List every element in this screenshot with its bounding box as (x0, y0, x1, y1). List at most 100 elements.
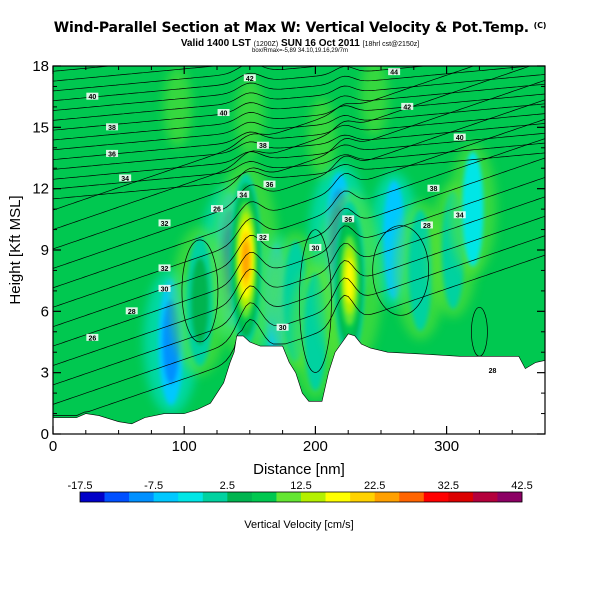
contour-label: 30 (161, 286, 169, 293)
isentrope-line (53, 66, 532, 230)
contour-label-bg (453, 211, 466, 219)
colorbar-frame (79, 491, 523, 503)
colorbar-swatch (80, 492, 105, 502)
contour-label-bg (158, 264, 171, 272)
contour-label-bg (256, 141, 269, 149)
contour-label: 40 (456, 135, 464, 142)
contour-labels: 40 42 44 38 40 42 36 38 40 34 36 38 34 36 32 34 32 30 32 30… (86, 68, 499, 375)
contour-label-bg (106, 123, 119, 131)
contour-label: 32 (161, 266, 169, 273)
contour-label: 42 (403, 104, 411, 111)
y-tick-label: 18 (32, 58, 49, 75)
contour-label-bg (342, 215, 355, 223)
isentrope-line (53, 83, 545, 131)
contour-label-bg (106, 149, 119, 157)
contour-label: 28 (423, 223, 431, 230)
contour-label: 38 (108, 125, 116, 132)
chart-title: Wind-Parallel Section at Max W: Vertical… (0, 20, 600, 36)
isentrope-line (53, 113, 545, 160)
contour-label-bg (243, 74, 256, 82)
colorbar-swatch (350, 492, 375, 502)
colorbar-swatch (227, 492, 253, 502)
y-tick-label: 12 (32, 181, 49, 198)
colorbar-swatch (448, 492, 474, 502)
contour-label: 34 (456, 213, 464, 220)
y-tick-label: 6 (41, 303, 49, 320)
upper-level-band (235, 77, 264, 158)
colorbar-swatch (374, 492, 400, 502)
contour-label: 38 (259, 143, 267, 150)
colorbar-tick-label: 42.5 (511, 480, 532, 492)
isentrope-line (53, 79, 545, 250)
contour-label: 28 (128, 309, 136, 316)
isentrope-line (53, 152, 545, 200)
contour-label: 42 (246, 76, 254, 83)
isentrope-line (53, 66, 429, 102)
colorbar-swatch (251, 492, 277, 502)
valid-time-utc: (1200Z) (253, 41, 279, 48)
contour-label: 36 (344, 217, 352, 224)
updraft-core (462, 151, 484, 267)
contour-label: 30 (312, 245, 320, 252)
contour-label: 38 (430, 186, 438, 193)
chart-title-text: Wind-Parallel Section at Max W: Vertical… (53, 20, 529, 36)
upper-level-band (163, 66, 192, 147)
contour-label-bg (125, 307, 138, 315)
colorbar-swatch (497, 492, 523, 502)
updraft-core (191, 257, 209, 345)
contour-label-bg (401, 102, 414, 110)
isentrope-line (53, 254, 545, 416)
colorbar: -17.5 -7.5 2.5 12.5 22.5 32.5 42.5 (67, 480, 533, 503)
isentrope-line (53, 66, 534, 111)
contour-label-bg (158, 284, 171, 292)
contour-label-bg (86, 92, 99, 100)
chart-subtitle: Valid 1400 LST (1200Z) SUN 16 Oct 2011 [… (0, 38, 600, 49)
contour-label: 44 (390, 70, 398, 77)
y-tick-label: 15 (32, 119, 49, 136)
contour-label-bg (453, 133, 466, 141)
colorbar-swatch (399, 492, 425, 502)
contour-label: 40 (220, 111, 228, 118)
y-tick-label: 0 (41, 426, 49, 443)
colorbar-tick-label: -17.5 (67, 480, 92, 492)
theta-contours (53, 66, 545, 416)
colorbar-swatch (202, 492, 228, 502)
copyright-mark: (C) (533, 21, 547, 30)
updraft-core (408, 209, 433, 332)
colorbar-tick-label: -7.5 (144, 480, 163, 492)
colorbar-tick-label: 12.5 (290, 480, 311, 492)
contour-label: 34 (121, 176, 129, 183)
isentrope-line (53, 103, 545, 151)
contour-label: 26 (88, 335, 96, 342)
contour-label-bg (427, 184, 440, 192)
isentrope-line (53, 93, 545, 141)
contour-label-bg (276, 323, 289, 331)
contour-label-bg (211, 205, 223, 213)
colorbar-swatch (472, 492, 498, 502)
contour-label: 36 (108, 151, 116, 158)
contour-label-bg (420, 221, 433, 229)
closed-contour (299, 229, 332, 373)
y-axis-label: Height [Kft MSL] (7, 195, 24, 304)
contour-label: 32 (161, 221, 169, 228)
contour-label: 34 (239, 192, 247, 199)
colorbar-swatch (325, 492, 351, 502)
isentrope-line (53, 196, 545, 366)
updraft-core (242, 240, 250, 280)
x-tick-label: 100 (172, 438, 197, 455)
contour-label: 36 (266, 182, 274, 189)
isentrope-line (53, 177, 545, 347)
isentrope-line (53, 66, 475, 211)
contour-label: 40 (88, 94, 96, 101)
contour-label-bg (388, 68, 401, 76)
valid-date: SUN 16 Oct 2011 (280, 38, 360, 49)
isentrope-line (53, 118, 545, 289)
isentrope-line (53, 74, 545, 121)
isentrope-line (53, 235, 545, 405)
colorbar-swatch (153, 492, 179, 502)
colorbar-swatch (178, 492, 204, 502)
colorbar-tick-label: 2.5 (220, 480, 235, 492)
contour-label: 32 (259, 235, 267, 242)
colorbar-tick-label: 32.5 (438, 480, 459, 492)
